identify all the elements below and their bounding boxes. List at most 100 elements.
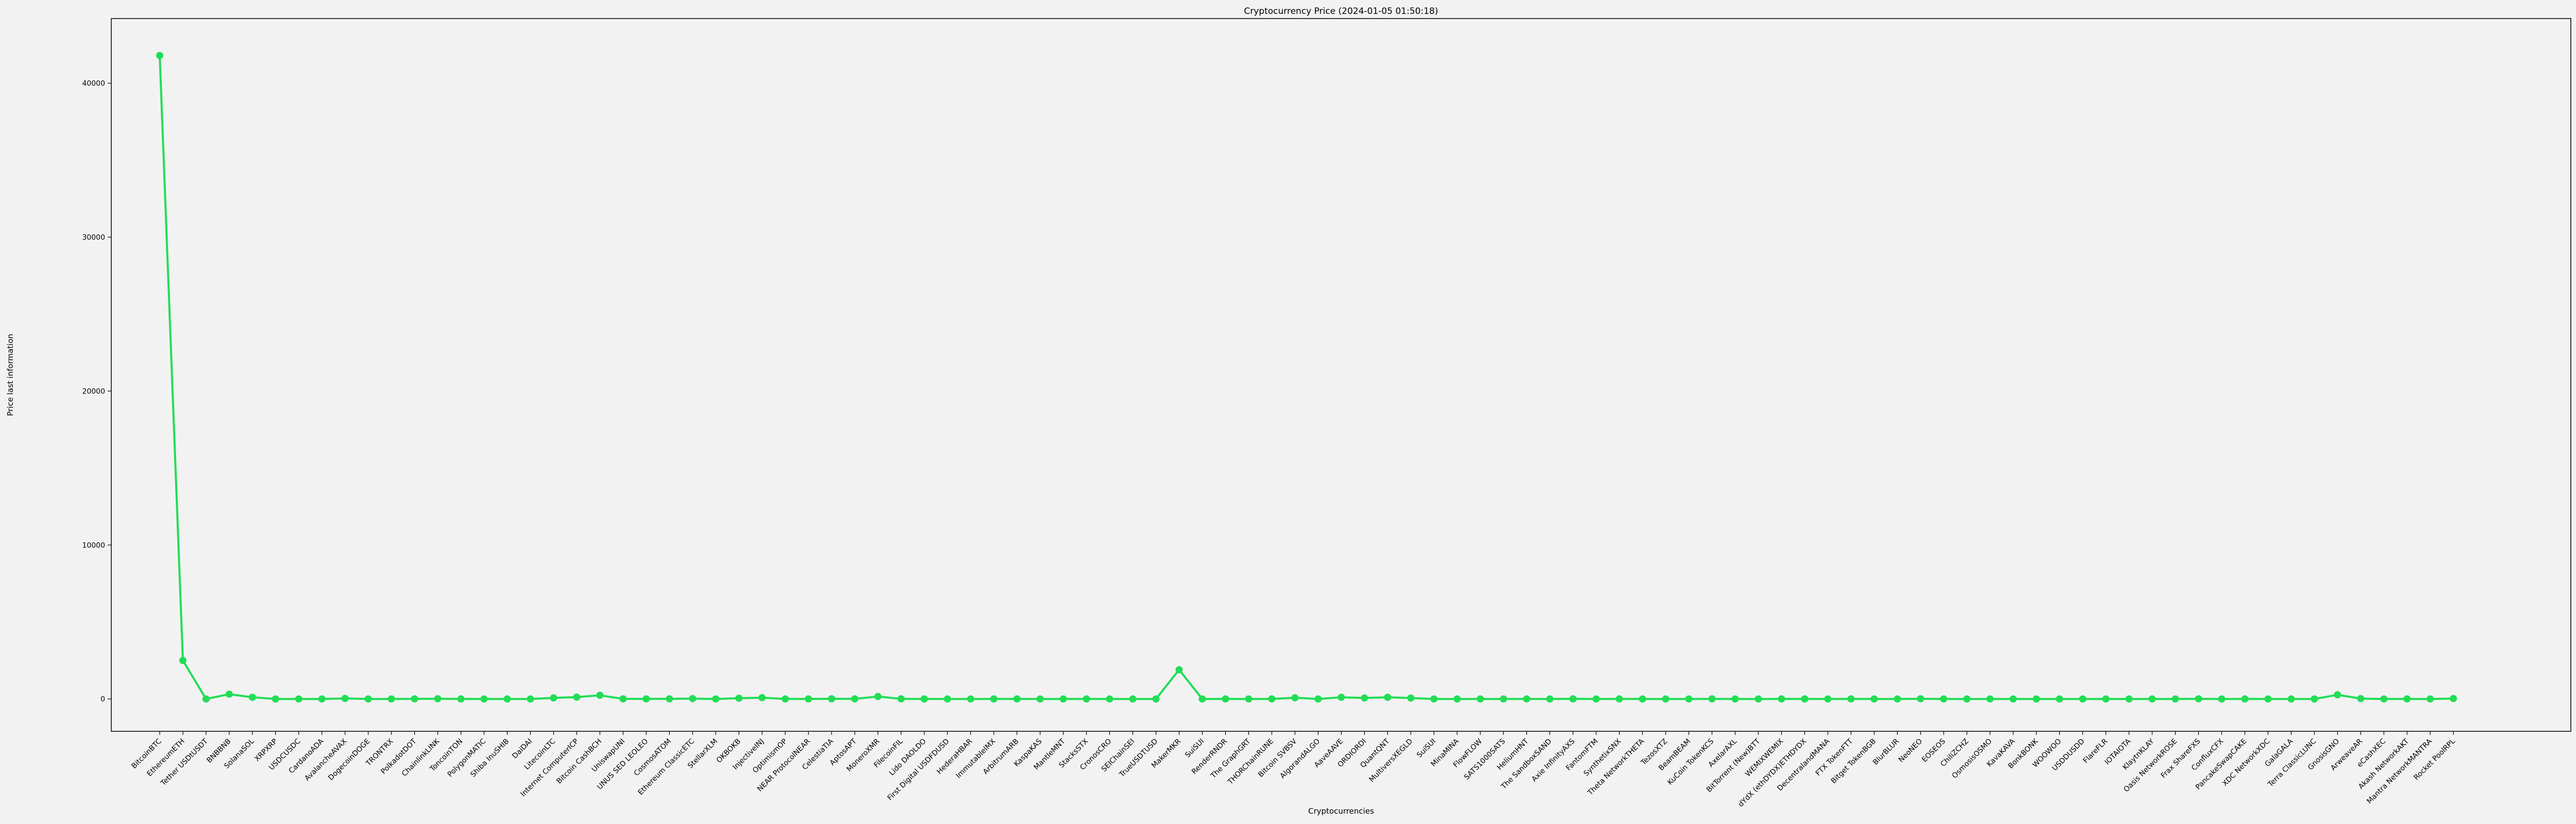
data-point [434,695,442,702]
data-point [2032,695,2040,703]
data-point [1893,695,1901,703]
data-point [1824,695,1832,703]
data-point [1198,695,1206,703]
data-point [1291,694,1299,701]
x-tick-label: SuiSUI [1415,737,1437,760]
data-point [1592,695,1600,703]
data-point [318,695,326,703]
data-point [990,695,997,703]
data-point [2195,695,2202,702]
x-tick-label: MultiversXEGLD [1368,737,1415,784]
data-point [666,695,673,702]
chart-title: Cryptocurrency Price (2024-01-05 01:50:1… [1244,6,1438,16]
data-point [1963,695,1971,703]
data-point [1175,666,1183,674]
data-point [1870,695,1878,703]
data-point [1685,695,1692,703]
data-point [202,695,210,703]
data-point [2102,695,2110,703]
data-point [179,657,187,664]
data-point [1013,695,1021,703]
data-point [1152,695,1160,703]
data-point [1268,695,1276,703]
data-point [782,695,789,703]
data-point [2148,695,2156,703]
data-point [967,695,974,703]
data-point [805,695,812,703]
data-point [1708,695,1716,703]
data-point [2334,691,2342,699]
data-point [156,52,163,59]
data-point [295,695,302,703]
data-point [1430,695,1438,703]
data-point [1453,695,1461,703]
data-point [1245,695,1252,703]
x-tick-label: SATS1000SATS [1463,737,1507,781]
data-point [2380,695,2388,703]
data-point [1036,695,1044,703]
data-point [1731,695,1739,703]
data-point [1477,695,1484,703]
data-point [1847,695,1855,703]
data-point [2218,695,2226,703]
plot-area [111,18,2571,732]
data-point [457,695,465,703]
data-point [1777,695,1785,703]
x-tick-label: Frax ShareFXS [2159,737,2202,780]
data-point [2125,695,2133,703]
data-point [1940,695,1947,703]
data-point [1082,695,1090,703]
x-tick-label: AlgorandALGO [1279,737,1322,781]
y-tick-label: 10000 [82,541,105,550]
data-point [2427,695,2434,703]
series-line [159,55,2454,700]
data-point [712,695,720,703]
data-point [341,695,349,702]
data-point [272,695,279,703]
x-axis-label: Cryptocurrencies [1308,806,1374,816]
data-point [1407,694,1415,702]
data-point [248,693,256,701]
x-tick-label: Rocket PoolRPL [2412,737,2457,782]
data-point [411,695,418,702]
data-point [387,695,395,703]
data-point [2450,695,2457,702]
data-point [1384,693,1392,701]
x-tick-label: AvalancheAVAX [303,737,348,782]
data-point [1059,695,1067,703]
y-tick-label: 0 [100,695,105,703]
data-point [1662,695,1670,703]
y-tick-label: 30000 [82,233,105,242]
data-point [2009,695,2017,703]
data-point [1337,693,1345,701]
data-point [2241,695,2249,703]
y-tick-label: 40000 [82,80,105,88]
x-tick-label: NeoNEO [1897,737,1924,764]
y-axis: 0 10000 20000 30000 40000 [82,80,111,703]
data-point [874,693,882,700]
data-point [2287,695,2295,703]
data-point [2056,695,2063,703]
data-point [1986,695,1994,703]
data-point [364,695,372,703]
data-point [1569,695,1577,703]
data-point [1129,695,1137,703]
data-point [225,690,233,698]
data-point [480,695,488,703]
data-point [735,694,743,702]
x-tick-label: DogecoinDOGE [327,737,371,782]
data-point [2403,695,2411,703]
data-point [596,692,604,699]
x-tick-label: OsmosisOSMO [1951,737,1993,780]
data-point [828,695,836,702]
data-point [897,695,905,703]
x-tick-label: Bitget TokenBGB [1829,737,1877,785]
price-series [156,52,2457,703]
x-tick-label: The GraphGRT [1209,737,1252,780]
data-point [851,695,859,702]
data-point [1546,695,1554,703]
data-point [503,695,511,703]
x-tick-label: DaiDAI [511,737,534,761]
data-point [2264,695,2272,703]
